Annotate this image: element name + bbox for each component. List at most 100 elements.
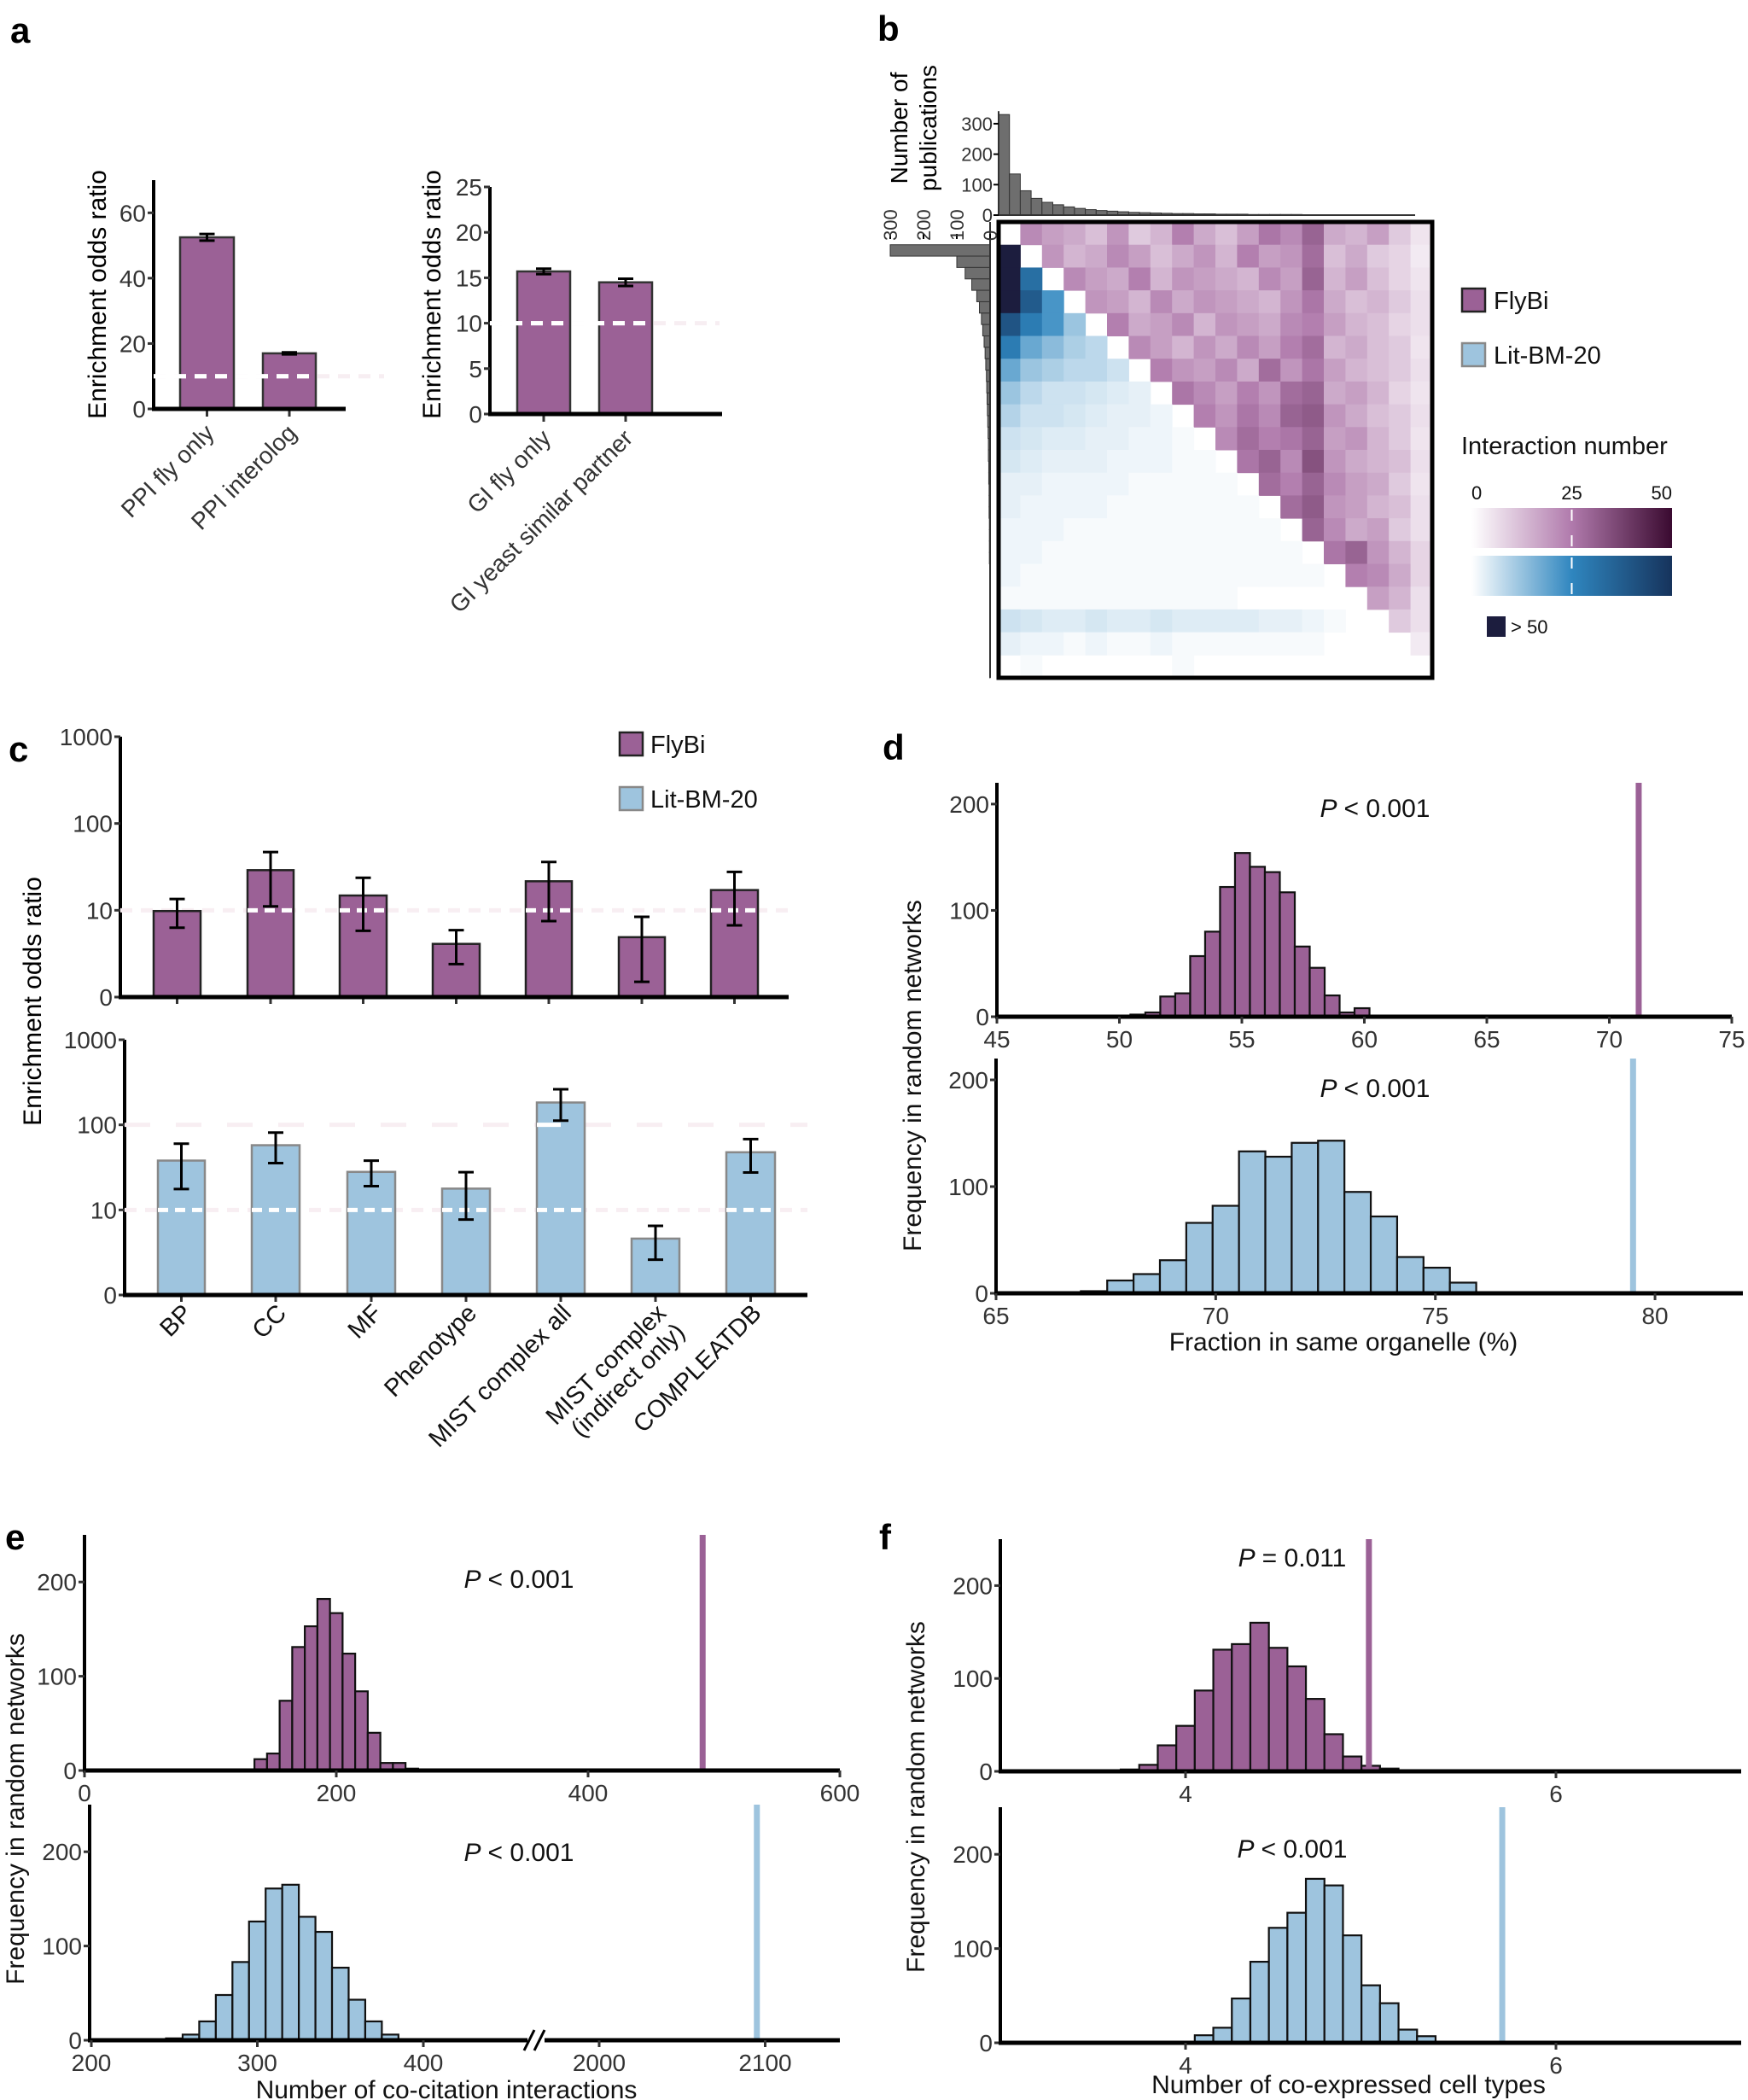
panel-a-y-tick-label: 5 (469, 356, 482, 382)
heatmap-cell (1041, 450, 1064, 474)
x-tick-label: 200 (72, 2050, 112, 2076)
heatmap-cell (1020, 518, 1043, 542)
heatmap-cell (1041, 244, 1064, 268)
heatmap-cell (1410, 290, 1433, 314)
histogram-y-tick-label: 0 (976, 1004, 989, 1030)
heatmap-cell (1258, 267, 1281, 291)
x-tick-label: 2100 (738, 2050, 791, 2076)
panel-a-y-tick-label: 15 (456, 265, 482, 291)
histogram-bar (1291, 1141, 1320, 1295)
heatmap-cell (1172, 655, 1195, 679)
histogram-bar (316, 1597, 331, 1772)
panel-a-y-tick-label: 10 (456, 311, 482, 337)
heatmap-cell (1150, 427, 1173, 451)
heatmap-cell (1107, 404, 1129, 428)
heatmap-cell (1085, 222, 1108, 246)
heatmap-cell (1389, 563, 1412, 587)
heatmap-cell (1063, 586, 1087, 610)
heatmap-cell (1324, 312, 1346, 336)
panel-c-y-tick-label: 1000 (60, 724, 113, 750)
heatmap-cell (1302, 359, 1325, 382)
heatmap-cell (1345, 518, 1368, 542)
panel-c-y-tick-label: 10 (90, 1197, 117, 1223)
heatmap-cell (999, 267, 1021, 291)
p-symbol: P (464, 1839, 481, 1867)
panel-a-y-axis-title: Enrichment odds ratio (84, 170, 112, 419)
heatmap-cell (1280, 427, 1303, 451)
p-value: < 0.001 (1344, 1075, 1430, 1103)
heatmap-cell (999, 518, 1021, 542)
panel-a-y-axis-title: Enrichment odds ratio (418, 170, 446, 419)
top-histogram-bar (1019, 190, 1032, 216)
heatmap-cell (1193, 290, 1216, 314)
top-histogram-tick-label: 200 (961, 144, 993, 166)
heatmap-cell (1302, 244, 1325, 268)
heatmap-cell (1215, 222, 1238, 246)
observed-value-line (754, 1805, 760, 2040)
legend-label: Lit-BM-20 (650, 786, 758, 814)
heatmap-cell (1107, 359, 1129, 382)
p-symbol: P (1320, 1075, 1337, 1103)
heatmap-cell (999, 312, 1021, 336)
heatmap-cell (999, 563, 1021, 587)
heatmap-cell (1172, 563, 1195, 587)
x-tick-label: 300 (237, 2050, 277, 2076)
heatmap-cell (1302, 290, 1325, 314)
heatmap-cell (1085, 427, 1108, 451)
heatmap-cell (1410, 359, 1433, 382)
bar-1 (597, 281, 654, 416)
heatmap-cell (1366, 540, 1390, 564)
left-histogram-bar (971, 278, 991, 291)
heatmap-cell (1237, 540, 1260, 564)
heatmap-cell (1041, 495, 1064, 519)
heatmap-cell (1193, 244, 1216, 268)
histogram-bar (329, 1612, 344, 1772)
p-value-annotation: P < 0.001 (1320, 1075, 1430, 1103)
top-histogram-tick-label: 0 (982, 205, 993, 226)
heatmap-cell (1215, 540, 1238, 564)
heatmap-cell (1193, 404, 1216, 428)
heatmap-cell (1020, 290, 1043, 314)
histogram-bar (1323, 1884, 1344, 2045)
bar-litbm (156, 1159, 207, 1297)
heatmap-cell (1063, 222, 1087, 246)
heatmap-cell (1150, 312, 1173, 336)
heatmap-cell (1193, 472, 1216, 496)
legend-label: FlyBi (1494, 288, 1548, 315)
heatmap-cell (1150, 632, 1173, 656)
heatmap-cell (1215, 427, 1238, 451)
heatmap-cell (1128, 222, 1151, 246)
heatmap-cell (1302, 312, 1325, 336)
heatmap-cell (1172, 609, 1195, 633)
heatmap-cell (1215, 312, 1238, 336)
observed-value-line (1635, 783, 1642, 1017)
heatmap-cell (1215, 290, 1238, 314)
heatmap-cell (1410, 267, 1433, 291)
heatmap-cell (1107, 222, 1129, 246)
histogram-bar (1189, 954, 1207, 1018)
histogram-bar (347, 1998, 367, 2042)
heatmap-cell (1020, 540, 1043, 564)
panel-c-y-axis-title: Enrichment odds ratio (19, 877, 47, 1126)
heatmap-cell (1172, 540, 1195, 564)
heatmap-cell (1107, 518, 1129, 542)
heatmap-cell (1172, 222, 1195, 246)
heatmap-cell (1085, 290, 1108, 314)
x-tick-label: 600 (820, 1780, 860, 1806)
histogram-bar (214, 1993, 234, 2042)
histogram-bar (1369, 1215, 1399, 1295)
heatmap-cell (1389, 244, 1412, 268)
heatmap-cell (1041, 404, 1064, 428)
colorbar-tick-label: 0 (1471, 482, 1482, 504)
heatmap-cell (1150, 335, 1173, 359)
x-tick-label: 4 (1179, 1781, 1192, 1807)
axis-break-mark (522, 2029, 536, 2051)
heatmap-cell (1041, 290, 1064, 314)
heatmap-cell (1345, 359, 1368, 382)
bar-1 (261, 352, 318, 411)
heatmap-cell (1302, 222, 1325, 246)
heatmap-cell (1410, 495, 1433, 519)
heatmap-cell (1280, 609, 1303, 633)
colorbar-tick-label: 50 (1652, 482, 1672, 504)
overflow-swatch (1487, 616, 1506, 637)
